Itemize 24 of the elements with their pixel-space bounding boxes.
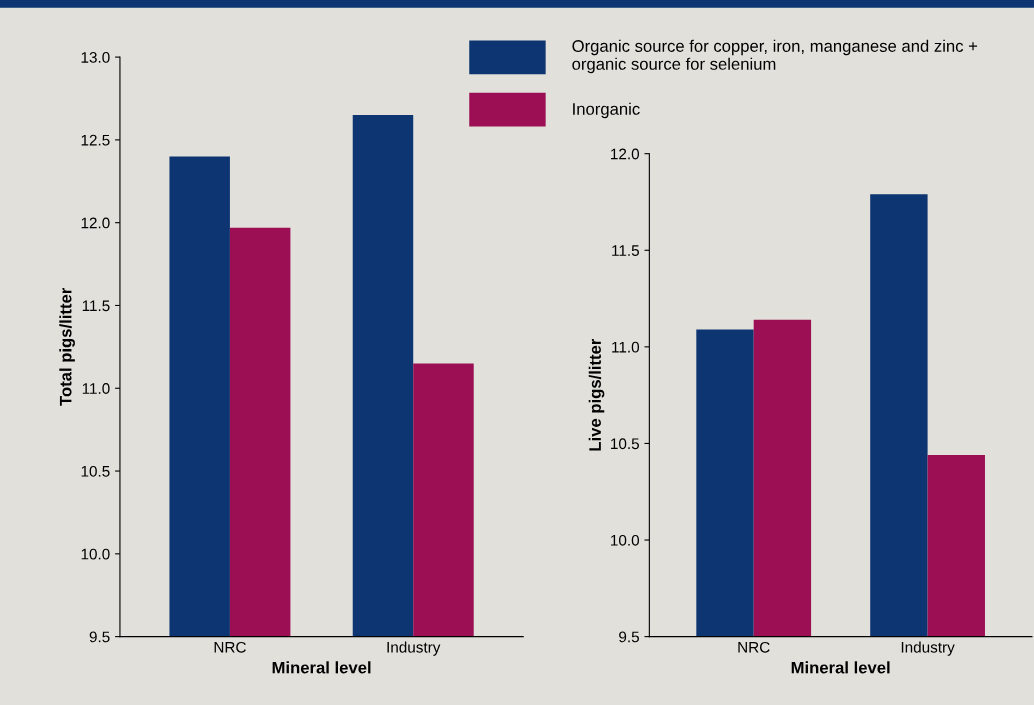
y-tick-label: 11.5: [82, 300, 110, 312]
x-tick-label: Industry: [901, 641, 955, 656]
legend-label: Inorganic: [573, 102, 640, 119]
y-tick-label: 10.0: [611, 534, 640, 546]
x-tick-label: NRC: [738, 641, 770, 653]
legend-label: Organic source for copper, iron, manganese and zinc + organic source for selenium: [572, 39, 978, 74]
y-axis-title: Live pigs/litter: [588, 338, 605, 451]
y-tick-label: 10.5: [81, 465, 110, 477]
y-tick-label: 12.0: [611, 148, 640, 160]
y-tick-label: 9.5: [89, 631, 110, 643]
x-tick-label: Industry: [387, 641, 441, 656]
y-tick-label: 12.5: [81, 134, 110, 146]
y-tick-label: 11.0: [612, 341, 640, 353]
x-axis-title: Mineral level: [791, 661, 890, 674]
y-tick-label: 9.5: [619, 631, 639, 643]
x-axis-title: Mineral level: [272, 661, 371, 674]
x-tick-label: NRC: [214, 641, 246, 653]
y-tick-label: 11.0: [82, 383, 110, 394]
y-axis-title: Total pigs/litter: [59, 288, 75, 406]
y-tick-label: 12.0: [81, 217, 110, 229]
y-tick-label: 10.0: [81, 548, 110, 560]
y-tick-label: 13.0: [81, 51, 110, 63]
y-tick-label: 11.5: [612, 245, 639, 256]
y-tick-label: 10.5: [611, 438, 639, 450]
